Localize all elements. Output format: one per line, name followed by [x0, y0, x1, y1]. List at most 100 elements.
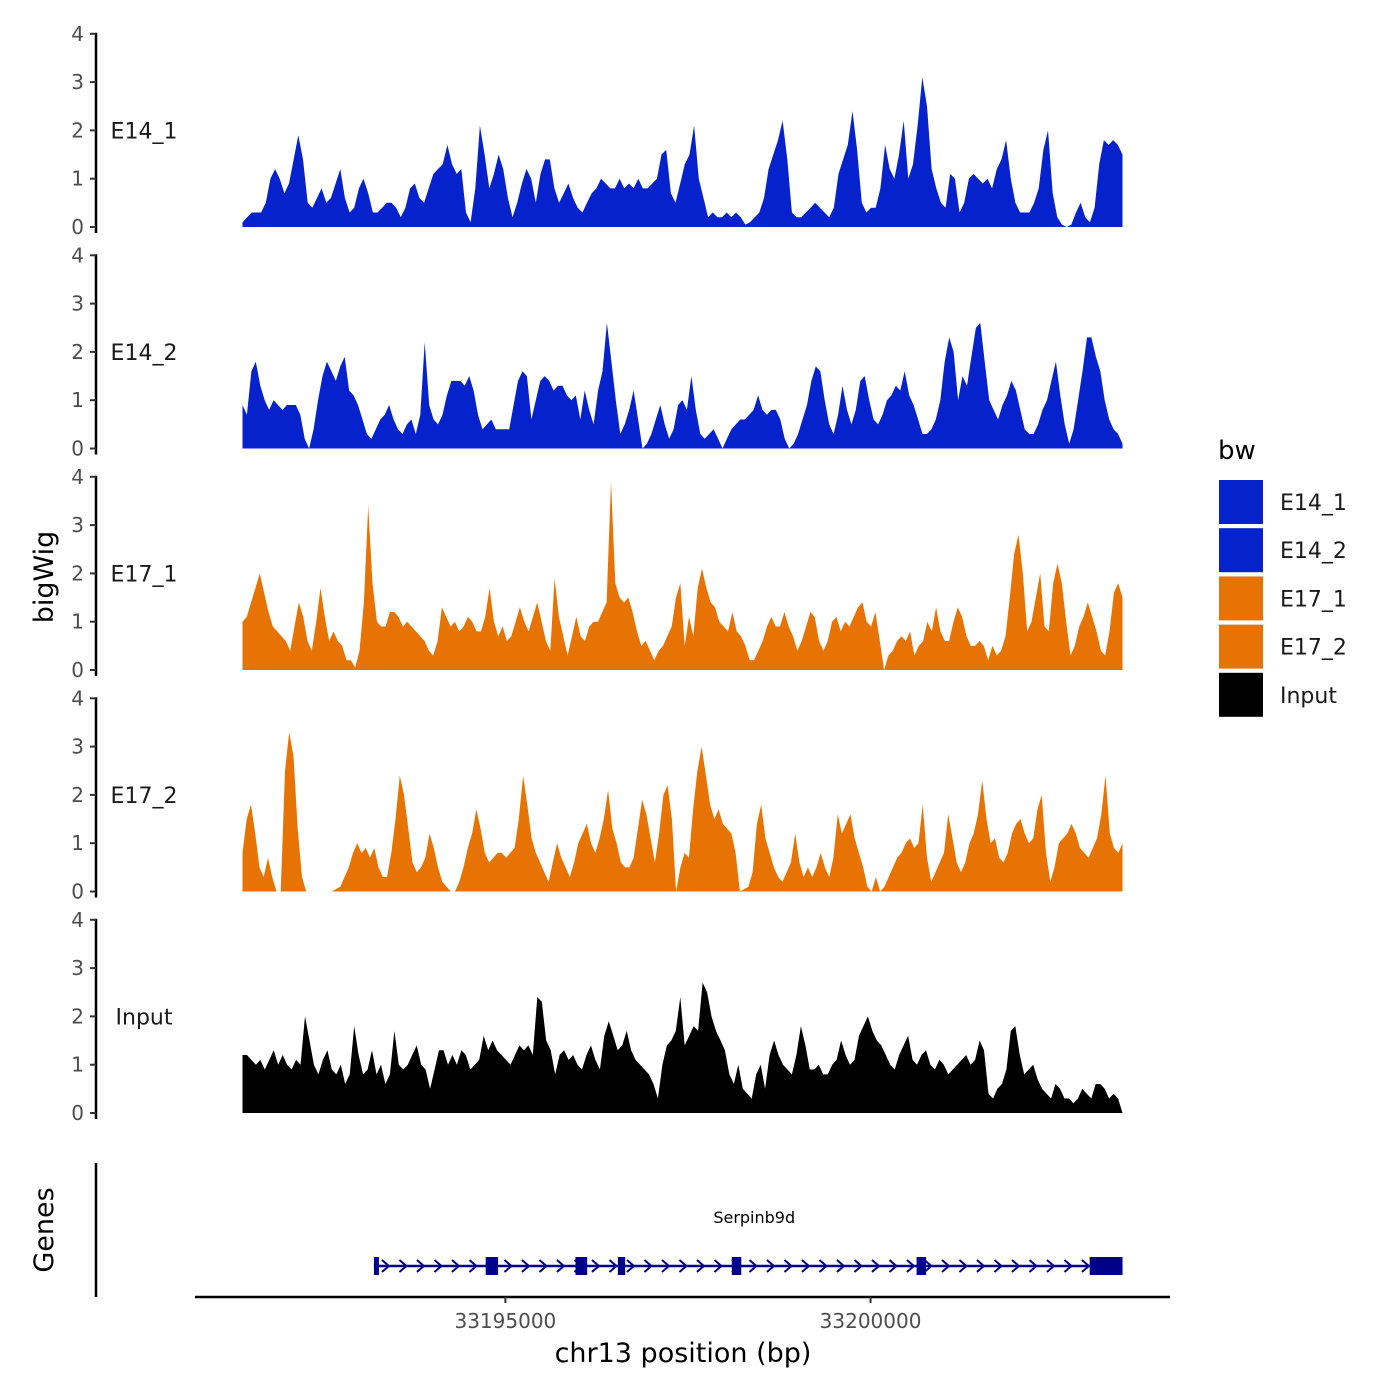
track-label-Input: Input: [116, 1005, 173, 1030]
track-label-E14_1: E14_1: [111, 119, 178, 144]
legend-swatch: [1219, 672, 1263, 717]
x-tick-label: 33200000: [820, 1309, 922, 1333]
x-axis-title: chr13 position (bp): [555, 1338, 812, 1369]
strand-chevron: [941, 1259, 951, 1273]
strand-chevron: [398, 1259, 408, 1273]
genes-panel-label: Genes: [29, 1187, 60, 1272]
signal-area-E14_2: [242, 322, 1123, 449]
y-tick-label: 4: [71, 22, 84, 46]
strand-chevron: [1046, 1259, 1056, 1273]
strand-chevron: [381, 1259, 391, 1273]
y-tick-label: 0: [71, 437, 84, 461]
strand-chevron: [853, 1259, 863, 1273]
y-tick-label: 0: [71, 1101, 84, 1125]
y-tick-label: 2: [71, 783, 84, 807]
strand-chevron: [976, 1259, 986, 1273]
signal-area-E14_1: [242, 77, 1123, 227]
strand-chevron: [626, 1259, 636, 1273]
y-tick-label: 4: [71, 686, 84, 710]
strand-chevron: [468, 1259, 478, 1273]
y-tick-label: 1: [71, 1053, 84, 1077]
gene-exon: [617, 1257, 626, 1275]
gene-Serpinb9d: Serpinb9d: [373, 1208, 1123, 1275]
y-tick-label: 1: [71, 388, 84, 412]
y-tick-label: 3: [71, 70, 84, 94]
genes-panel: Genes Serpinb9d: [29, 1163, 1123, 1297]
y-tick-label: 3: [71, 292, 84, 316]
legend-label: E14_2: [1280, 539, 1347, 564]
strand-chevron: [608, 1259, 618, 1273]
strand-chevron: [836, 1259, 846, 1273]
strand-chevron: [1028, 1259, 1038, 1273]
gene-name-label: Serpinb9d: [713, 1208, 795, 1227]
legend-title: bw: [1218, 436, 1256, 466]
legend: bw E14_1 E14_2 E17_1 E17_2 Input: [1218, 436, 1347, 717]
y-tick-label: 2: [71, 340, 84, 364]
legend-swatch: [1219, 576, 1263, 621]
track-Input: 0 1 2 3 4 Input: [71, 908, 1123, 1125]
track-E14_2: 0 1 2 3 4 E14_2: [71, 243, 1123, 461]
strand-chevron: [556, 1259, 566, 1273]
x-axis: 33195000 33200000: [195, 1295, 1170, 1333]
legend-entry-E17_1: E17_1: [1219, 576, 1347, 621]
strand-chevron: [748, 1259, 758, 1273]
strand-chevron: [906, 1259, 916, 1273]
legend-swatch: [1219, 480, 1263, 524]
legend-label: E17_2: [1280, 636, 1347, 661]
strand-chevron: [696, 1259, 706, 1273]
y-tick-label: 4: [71, 243, 84, 267]
legend-entry-E14_2: E14_2: [1219, 528, 1347, 573]
y-tick-label: 1: [71, 610, 84, 634]
strand-chevron: [521, 1259, 531, 1273]
signal-area-Input: [242, 982, 1123, 1113]
strand-chevron: [923, 1259, 933, 1273]
legend-swatch: [1219, 528, 1263, 573]
strand-chevron: [888, 1259, 898, 1273]
strand-chevron: [1081, 1259, 1091, 1273]
gene-exon: [1089, 1257, 1123, 1275]
legend-label: E14_1: [1280, 491, 1347, 516]
gene-exon: [916, 1257, 927, 1275]
y-tick-label: 3: [71, 513, 84, 537]
y-tick-label: 0: [71, 215, 84, 239]
strand-chevron: [1011, 1259, 1021, 1273]
track-label-E17_1: E17_1: [111, 562, 178, 587]
legend-entry-Input: Input: [1219, 672, 1337, 717]
track-E14_1: 0 1 2 3 4 E14_1: [71, 22, 1123, 239]
signal-tracks: 0 1 2 3 4 E14_1 0 1 2 3 4 E14_2 0 1 2 3 4 E17_1 0 1 2 3 4 E17_2…: [71, 22, 1123, 1125]
y-tick-label: 0: [71, 880, 84, 904]
strand-chevron: [993, 1259, 1003, 1273]
gene-exon: [485, 1257, 499, 1275]
strand-chevron: [678, 1259, 688, 1273]
strand-chevron: [1063, 1259, 1073, 1273]
y-tick-label: 1: [71, 167, 84, 191]
y-tick-label: 3: [71, 735, 84, 759]
strand-chevron: [643, 1259, 653, 1273]
strand-chevron: [818, 1259, 828, 1273]
y-tick-label: 4: [71, 465, 84, 489]
legend-label: E17_1: [1280, 587, 1347, 612]
y-tick-label: 4: [71, 908, 84, 932]
strand-chevron: [661, 1259, 671, 1273]
strand-chevron: [871, 1259, 881, 1273]
strand-chevron: [538, 1259, 548, 1273]
y-tick-label: 3: [71, 956, 84, 980]
y-tick-label: 1: [71, 831, 84, 855]
strand-chevron: [958, 1259, 968, 1273]
strand-chevron: [503, 1259, 513, 1273]
legend-label: Input: [1280, 684, 1337, 709]
strand-chevron: [591, 1259, 601, 1273]
strand-chevron: [416, 1259, 426, 1273]
x-tick-label: 33195000: [454, 1309, 556, 1333]
track-E17_2: 0 1 2 3 4 E17_2: [71, 686, 1123, 904]
signal-area-E17_1: [242, 481, 1123, 670]
track-E17_1: 0 1 2 3 4 E17_1: [71, 465, 1123, 682]
signal-area-E17_2: [242, 732, 1123, 892]
strand-chevron: [713, 1259, 723, 1273]
strand-chevron: [766, 1259, 776, 1273]
y-tick-label: 2: [71, 118, 84, 142]
gene-exon: [731, 1257, 742, 1275]
strand-chevron: [433, 1259, 443, 1273]
legend-swatch: [1219, 624, 1263, 669]
